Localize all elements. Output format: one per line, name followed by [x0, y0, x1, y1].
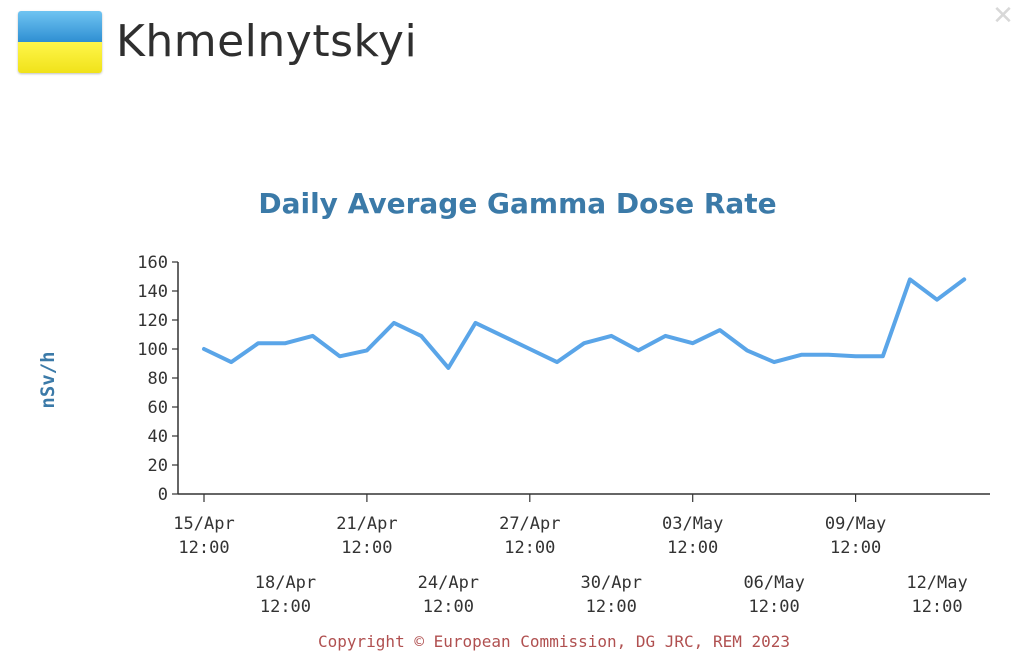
data-point — [229, 360, 233, 364]
x-tick-label: 12/May — [906, 573, 967, 593]
data-point — [582, 341, 586, 345]
y-tick-label: 60 — [148, 398, 168, 418]
data-point — [365, 348, 369, 352]
y-tick-label: 80 — [148, 369, 168, 389]
x-tick-label: 12:00 — [260, 597, 311, 617]
x-tick-label: 12:00 — [423, 597, 474, 617]
y-tick-label: 160 — [137, 253, 168, 273]
x-tick-label: 27/Apr — [499, 514, 560, 534]
x-tick-label: 12:00 — [830, 538, 881, 558]
x-tick-label: 12:00 — [586, 597, 637, 617]
x-tick-label: 15/Apr — [173, 514, 234, 534]
data-point — [881, 354, 885, 358]
data-point — [854, 354, 858, 358]
data-point — [799, 353, 803, 357]
data-point — [419, 334, 423, 338]
x-tick-label: 12:00 — [341, 538, 392, 558]
x-tick-label: 09/May — [825, 514, 886, 534]
x-tick-label: 24/Apr — [418, 573, 479, 593]
x-tick-label: 03/May — [662, 514, 723, 534]
data-point — [962, 277, 966, 281]
y-tick-label: 0 — [158, 485, 168, 505]
chart-title: Daily Average Gamma Dose Rate — [258, 187, 777, 220]
data-point — [691, 341, 695, 345]
x-tick-label: 12:00 — [504, 538, 555, 558]
data-point — [501, 334, 505, 338]
data-point — [935, 298, 939, 302]
place-title: Khmelnytskyi — [116, 16, 418, 67]
data-point — [311, 334, 315, 338]
x-tick-label: 12:00 — [667, 538, 718, 558]
data-point — [555, 360, 559, 364]
data-point — [664, 334, 668, 338]
close-icon[interactable]: ✕ — [992, 1, 1014, 31]
data-point — [772, 360, 776, 364]
data-point — [446, 366, 450, 370]
data-point — [202, 347, 206, 351]
data-point — [392, 321, 396, 325]
data-point — [636, 348, 640, 352]
data-point — [338, 354, 342, 358]
y-tick-label: 140 — [137, 282, 168, 302]
x-tick-label: 12:00 — [911, 597, 962, 617]
x-tick-label: 12:00 — [178, 538, 229, 558]
x-tick-label: 06/May — [743, 573, 804, 593]
x-tick-label: 30/Apr — [581, 573, 642, 593]
ukraine-flag-icon — [18, 11, 102, 73]
data-point — [528, 347, 532, 351]
header: Khmelnytskyi — [18, 8, 417, 76]
y-tick-label: 20 — [148, 456, 168, 476]
data-point — [283, 341, 287, 345]
y-tick-label: 100 — [137, 340, 168, 360]
data-point — [826, 353, 830, 357]
data-point — [609, 334, 613, 338]
data-point — [745, 348, 749, 352]
data-point — [474, 321, 477, 325]
data-point — [718, 328, 722, 332]
x-tick-label: 18/Apr — [255, 573, 316, 593]
y-tick-label: 120 — [137, 311, 168, 331]
data-point — [908, 277, 912, 281]
data-point — [256, 341, 260, 345]
x-tick-label: 12:00 — [749, 597, 800, 617]
y-tick-label: 40 — [148, 427, 168, 447]
x-tick-label: 21/Apr — [336, 514, 397, 534]
series-line — [202, 277, 967, 370]
